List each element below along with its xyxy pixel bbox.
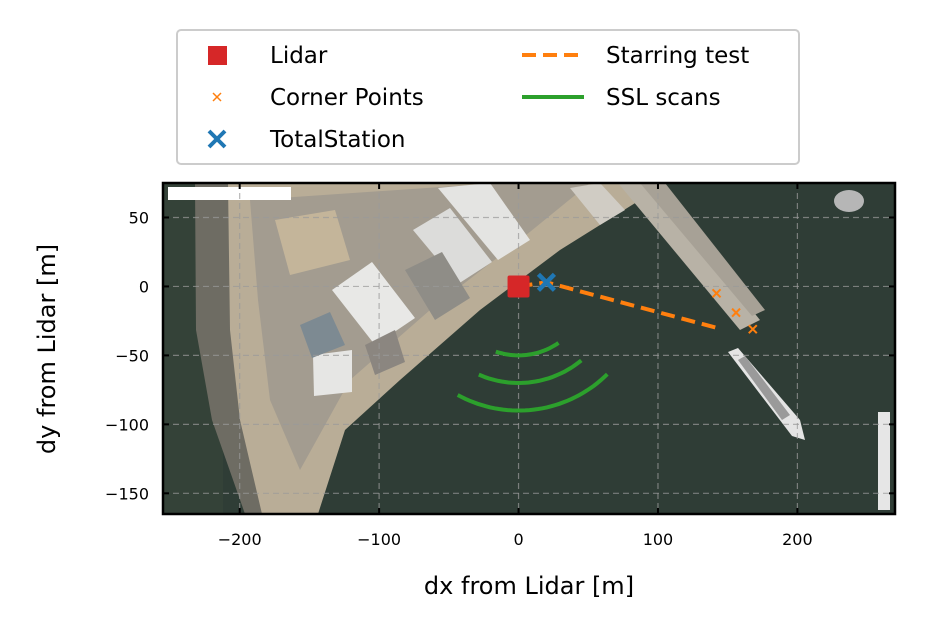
x-axis-title: dx from Lidar [m] [424, 572, 634, 600]
legend-starring-test-label: Starring test [606, 43, 749, 69]
legend-corner-points-label: Corner Points [270, 85, 424, 111]
corner-point-stroke [711, 288, 722, 299]
legend-totalstation-label: TotalStation [269, 127, 405, 153]
legend-corner-points-marker [212, 92, 222, 102]
legend-frame [176, 29, 800, 165]
corner-point-stroke [731, 307, 741, 318]
y-tick-label: −100 [105, 415, 149, 434]
x-tick-label: 0 [513, 530, 523, 549]
x-tick-label: 100 [643, 530, 674, 549]
corner-point-stroke [748, 324, 758, 334]
y-tick-label: 0 [139, 277, 149, 296]
lidar-marker [507, 275, 530, 298]
x-tick-label: 200 [782, 530, 813, 549]
corner-point-marker [748, 324, 758, 334]
ssl-scan-arc [495, 341, 560, 358]
plot-frame [161, 181, 897, 516]
corner-point-marker [711, 288, 722, 299]
y-axis-title: dy from Lidar [m] [33, 244, 61, 454]
series-layer [456, 272, 758, 413]
x-tick-label: −100 [357, 530, 401, 549]
x-tick-label: −200 [218, 530, 262, 549]
corner-point-marker [731, 307, 741, 318]
legend: Lidar Corner Points TotalStation Starrin… [176, 29, 800, 165]
legend-lidar-label: Lidar [270, 43, 328, 69]
totalstation-stroke [536, 272, 557, 292]
ssl-scan-arc [478, 358, 583, 386]
legend-ssl-scans-label: SSL scans [606, 85, 721, 111]
totalstation-marker [536, 272, 557, 292]
satellite-background [163, 183, 895, 514]
y-tick-label: −150 [105, 484, 149, 503]
y-tick-label: 50 [129, 208, 149, 227]
legend-lidar-marker [208, 46, 227, 65]
ticks: −200 −100 0 100 200 50 0 −50 −100 −150 [105, 183, 895, 549]
ssl-scan-arc [456, 372, 609, 413]
y-tick-label: −50 [115, 346, 149, 365]
legend-totalstation-marker [207, 129, 227, 149]
